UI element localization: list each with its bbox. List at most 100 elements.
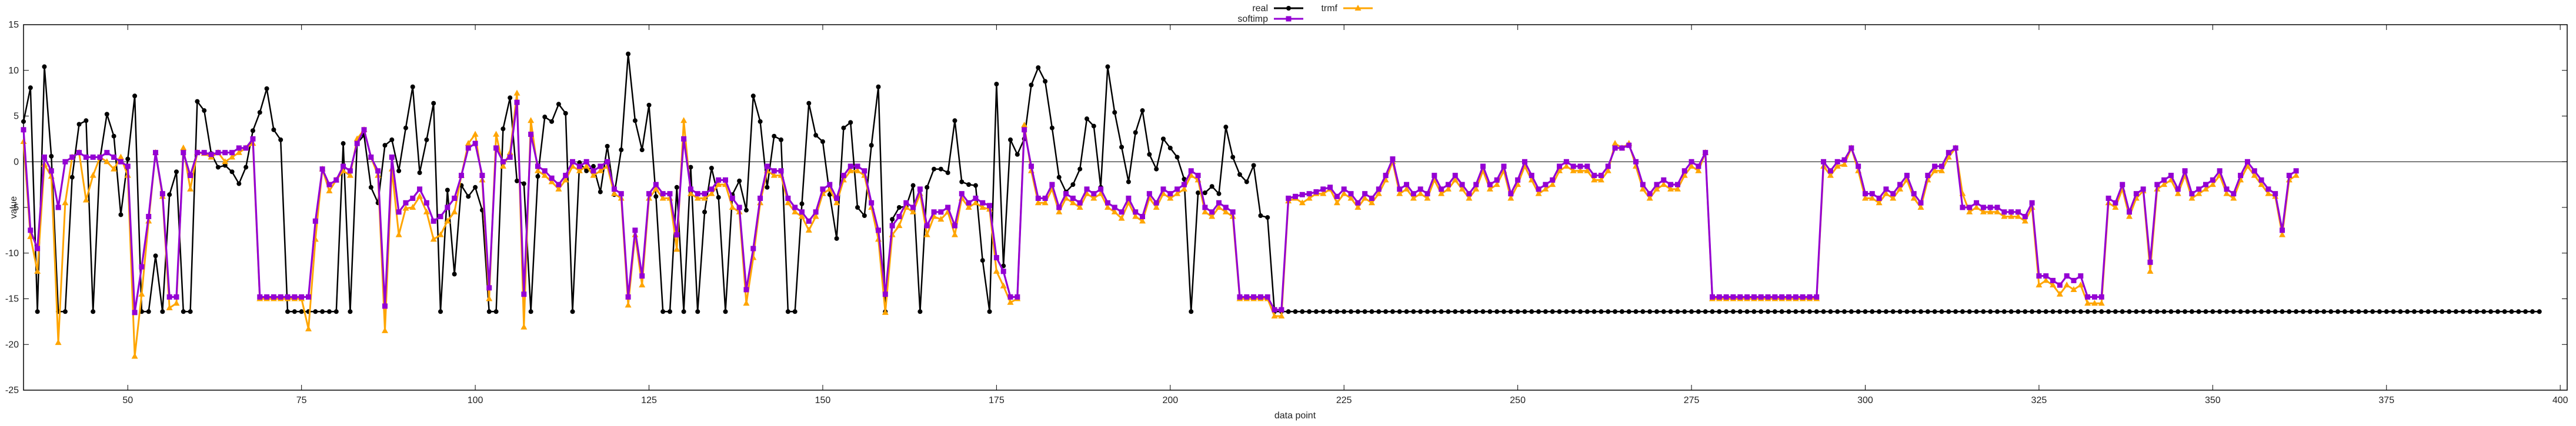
data-point-real	[542, 115, 548, 120]
data-point-softimp	[2217, 168, 2223, 174]
data-point-real	[42, 64, 47, 69]
data-point-trmf	[1945, 153, 1952, 160]
data-point-softimp	[1007, 294, 1013, 300]
data-point-trmf	[965, 204, 972, 210]
data-point-softimp	[1028, 163, 1034, 169]
data-point-real	[21, 119, 26, 124]
data-point-softimp	[2231, 191, 2237, 197]
data-point-real	[758, 119, 763, 124]
data-point-real	[2043, 309, 2048, 314]
data-point-softimp	[125, 163, 131, 169]
data-point-real	[632, 118, 638, 123]
data-point-real	[2231, 309, 2236, 314]
data-point-softimp	[1980, 204, 1986, 210]
x-tick-label: 275	[1684, 395, 1700, 405]
data-point-real	[278, 137, 283, 142]
data-point-trmf	[451, 208, 458, 214]
y-tick-label: -15	[5, 294, 19, 304]
data-point-trmf	[402, 204, 409, 211]
data-point-real	[709, 166, 714, 171]
data-point-softimp	[181, 150, 186, 156]
data-point-softimp	[1334, 193, 1340, 199]
data-point-softimp	[1953, 145, 1958, 151]
data-point-softimp	[2161, 177, 2167, 183]
data-point-trmf	[1841, 160, 1848, 167]
data-point-real	[848, 120, 853, 125]
data-point-softimp	[882, 291, 888, 297]
data-point-trmf	[340, 167, 347, 173]
data-point-softimp	[319, 166, 325, 172]
data-point-real	[410, 84, 415, 89]
data-point-softimp	[305, 294, 311, 300]
data-point-softimp	[1841, 157, 1847, 163]
data-point-real	[2474, 309, 2480, 314]
data-point-trmf	[1639, 185, 1646, 192]
data-point-trmf	[1695, 167, 1702, 173]
data-point-softimp	[2029, 200, 2035, 206]
data-point-softimp	[1668, 182, 1674, 187]
data-point-softimp	[361, 127, 367, 133]
data-point-softimp	[111, 154, 117, 160]
data-point-trmf	[583, 163, 590, 169]
data-point-softimp	[1814, 294, 1820, 300]
data-point-real	[737, 178, 742, 183]
data-point-real	[1995, 309, 2000, 314]
data-point-real	[598, 189, 603, 194]
data-point-softimp	[1710, 294, 1716, 300]
data-point-softimp	[2043, 273, 2049, 279]
data-point-real	[945, 170, 950, 175]
data-point-trmf	[1403, 185, 1410, 192]
data-point-softimp	[1987, 204, 1993, 210]
data-point-trmf	[2008, 213, 2015, 219]
data-point-trmf	[520, 323, 528, 330]
data-point-softimp	[1550, 177, 1556, 183]
data-point-real	[1800, 309, 1806, 314]
data-point-real	[1584, 309, 1590, 314]
data-point-softimp	[1925, 173, 1931, 179]
data-point-softimp	[1119, 209, 1125, 215]
data-point-softimp	[1932, 163, 1938, 169]
data-point-softimp	[1056, 204, 1062, 210]
data-point-softimp	[1237, 294, 1243, 300]
data-point-softimp	[41, 154, 47, 160]
data-point-real	[556, 102, 561, 107]
data-point-real	[834, 236, 839, 241]
data-point-softimp	[299, 294, 305, 300]
data-point-trmf	[2244, 163, 2251, 169]
data-point-real	[1696, 309, 1701, 314]
data-point-real	[1564, 309, 1569, 314]
data-point-real	[125, 156, 131, 162]
data-point-trmf	[1063, 194, 1070, 201]
data-point-softimp	[1946, 150, 1951, 156]
x-tick-label: 100	[468, 395, 483, 405]
data-point-real	[1223, 125, 1229, 130]
data-point-softimp	[48, 168, 54, 174]
data-point-softimp	[1286, 195, 1292, 201]
data-point-trmf	[2001, 213, 2008, 219]
data-point-real	[1307, 309, 1312, 314]
data-point-real	[76, 122, 82, 127]
series-layer	[20, 51, 2542, 359]
data-point-softimp	[1445, 182, 1451, 187]
data-point-softimp	[465, 145, 471, 151]
data-point-softimp	[28, 227, 34, 233]
data-point-real	[2488, 309, 2494, 314]
data-point-softimp	[1397, 186, 1403, 192]
data-point-real	[2203, 309, 2208, 314]
data-point-trmf	[513, 89, 520, 96]
data-point-softimp	[1807, 294, 1813, 300]
data-point-real	[326, 309, 332, 314]
data-point-softimp	[1459, 182, 1465, 187]
data-point-trmf	[2112, 204, 2119, 210]
data-point-real	[2453, 309, 2458, 314]
data-point-real	[2168, 309, 2174, 314]
data-point-trmf	[34, 267, 41, 274]
data-point-softimp	[847, 163, 853, 169]
data-point-trmf	[1216, 204, 1223, 210]
data-point-trmf	[805, 226, 812, 233]
data-point-trmf	[1980, 208, 1987, 214]
data-point-trmf	[1438, 190, 1445, 196]
data-point-softimp	[452, 195, 458, 201]
data-point-softimp	[1293, 193, 1298, 199]
